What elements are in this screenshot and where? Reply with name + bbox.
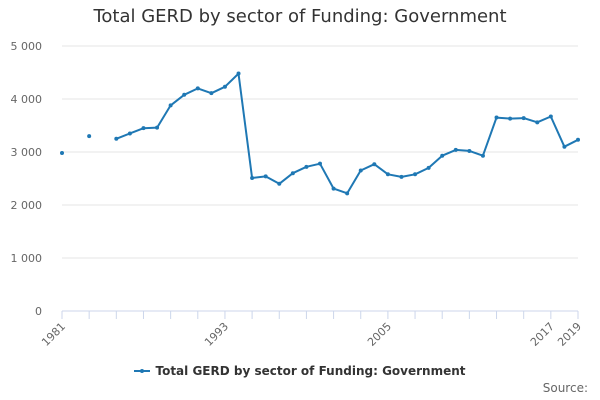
data-point[interactable] xyxy=(182,92,187,97)
series-group xyxy=(60,71,580,196)
data-point[interactable] xyxy=(209,91,214,96)
data-point[interactable] xyxy=(494,115,499,120)
grid-lines xyxy=(62,45,578,259)
data-point[interactable] xyxy=(127,131,132,136)
chart-title: Total GERD by sector of Funding: Governm… xyxy=(93,6,507,27)
data-point[interactable] xyxy=(114,136,119,141)
y-tick-label: 0 xyxy=(35,305,42,318)
data-point[interactable] xyxy=(195,86,200,91)
data-point[interactable] xyxy=(535,120,540,125)
x-axis xyxy=(61,310,579,319)
data-point[interactable] xyxy=(250,175,255,180)
data-point[interactable] xyxy=(440,153,445,158)
data-point[interactable] xyxy=(480,153,485,158)
x-tick-label: 1981 xyxy=(39,320,68,349)
data-point[interactable] xyxy=(87,134,92,139)
series-line xyxy=(115,72,579,195)
data-point[interactable] xyxy=(345,191,350,196)
x-tick-label: 1993 xyxy=(202,320,231,349)
y-tick-label: 3 000 xyxy=(11,146,43,159)
data-point[interactable] xyxy=(426,165,431,170)
x-tick-label: 2019 xyxy=(555,320,584,349)
data-point[interactable] xyxy=(562,144,567,149)
y-tick-label: 1 000 xyxy=(11,252,43,265)
data-point[interactable] xyxy=(141,126,146,131)
source-label: Source: xyxy=(542,381,588,395)
legend-symbol xyxy=(134,366,151,376)
y-tick-label: 5 000 xyxy=(11,40,43,53)
data-point[interactable] xyxy=(413,172,418,177)
data-point[interactable] xyxy=(453,147,458,152)
x-tick-label: 2017 xyxy=(528,320,557,349)
data-point[interactable] xyxy=(399,174,404,179)
data-point[interactable] xyxy=(576,137,580,142)
data-point[interactable] xyxy=(358,168,363,173)
data-point[interactable] xyxy=(168,103,173,108)
data-point[interactable] xyxy=(263,174,268,179)
legend[interactable]: Total GERD by sector of Funding: Governm… xyxy=(0,364,600,378)
data-point[interactable] xyxy=(521,116,526,121)
data-point[interactable] xyxy=(304,164,309,169)
data-point[interactable] xyxy=(60,151,64,156)
data-point[interactable] xyxy=(508,116,513,121)
data-point[interactable] xyxy=(548,114,553,119)
data-point[interactable] xyxy=(222,84,227,89)
data-point[interactable] xyxy=(385,172,390,177)
data-point[interactable] xyxy=(155,125,160,130)
data-point[interactable] xyxy=(318,161,322,166)
y-tick-label: 4 000 xyxy=(11,93,43,106)
data-point[interactable] xyxy=(277,181,282,186)
legend-label: Total GERD by sector of Funding: Governm… xyxy=(155,364,466,378)
legend-marker xyxy=(140,369,145,373)
y-axis-labels: 0 1 000 2 000 3 000 4 000 5 000 xyxy=(11,40,43,318)
x-tick-label: 2005 xyxy=(365,320,394,349)
data-point[interactable] xyxy=(372,162,377,167)
data-point[interactable] xyxy=(331,186,336,191)
data-point[interactable] xyxy=(236,71,241,76)
y-tick-label: 2 000 xyxy=(11,199,43,212)
data-point[interactable] xyxy=(467,148,472,153)
data-point[interactable] xyxy=(290,171,295,176)
